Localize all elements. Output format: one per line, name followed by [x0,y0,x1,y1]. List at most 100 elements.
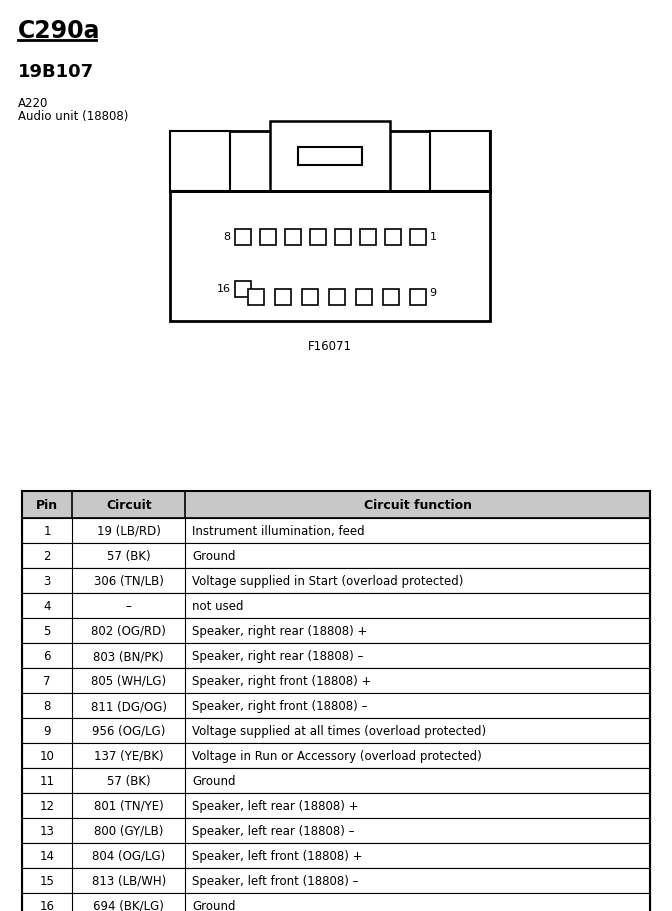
Text: 12: 12 [40,799,54,812]
Text: Circuit: Circuit [106,498,152,511]
Text: 804 (OG/LG): 804 (OG/LG) [92,849,165,862]
Bar [22,893,650,911]
Bar [360,230,376,245]
Text: 4: 4 [44,599,51,612]
Text: 14: 14 [40,849,54,862]
Bar [409,230,425,245]
Bar [22,768,650,793]
Text: Speaker, left front (18808) –: Speaker, left front (18808) – [192,874,359,887]
Text: 306 (TN/LB): 306 (TN/LB) [94,574,164,588]
Text: 802 (OG/RD): 802 (OG/RD) [91,624,166,638]
Text: Ground: Ground [192,774,236,787]
Bar [310,230,325,245]
Text: 16: 16 [216,284,230,294]
Bar [170,192,490,322]
Text: 8: 8 [44,700,51,712]
Bar [302,289,317,305]
Bar [284,230,300,245]
Text: C290a: C290a [18,19,101,43]
Bar [22,818,650,843]
Text: Speaker, left rear (18808) –: Speaker, left rear (18808) – [192,824,355,837]
Bar [259,230,276,245]
Text: 803 (BN/PK): 803 (BN/PK) [93,650,164,662]
Text: 800 (GY/LB): 800 (GY/LB) [94,824,163,837]
Text: F16071: F16071 [308,340,352,353]
Text: Speaker, right rear (18808) +: Speaker, right rear (18808) + [192,624,368,638]
Bar [298,148,362,166]
Bar [22,619,650,643]
Text: 813 (LB/WH): 813 (LB/WH) [91,874,166,887]
Text: 137 (YE/BK): 137 (YE/BK) [94,749,163,763]
Text: Ground: Ground [192,899,236,911]
Bar [329,289,345,305]
Bar [22,543,650,568]
Text: 19B107: 19B107 [18,63,94,81]
Text: Voltage supplied in Start (overload protected): Voltage supplied in Start (overload prot… [192,574,464,588]
Text: 8: 8 [223,232,230,242]
Bar [335,230,351,245]
Text: 2: 2 [44,549,51,562]
Bar [22,793,650,818]
Text: 9: 9 [429,288,437,298]
Text: not used: not used [192,599,244,612]
Bar [22,491,650,911]
Text: 15: 15 [40,874,54,887]
Bar [430,132,490,192]
Text: Audio unit (18808): Audio unit (18808) [18,110,128,123]
Text: 5: 5 [44,624,51,638]
Text: Voltage in Run or Accessory (overload protected): Voltage in Run or Accessory (overload pr… [192,749,482,763]
Text: A220: A220 [18,97,48,110]
Bar [22,491,650,518]
Bar [247,289,263,305]
Bar [170,132,230,192]
Text: 57 (BK): 57 (BK) [107,774,151,787]
Bar [22,868,650,893]
Text: 956 (OG/LG): 956 (OG/LG) [92,724,165,737]
Text: Speaker, right rear (18808) –: Speaker, right rear (18808) – [192,650,364,662]
Bar [382,289,398,305]
Bar [384,230,401,245]
Text: Circuit function: Circuit function [364,498,472,511]
Text: 1: 1 [44,525,51,537]
Text: Speaker, right front (18808) +: Speaker, right front (18808) + [192,674,372,687]
Text: Speaker, left front (18808) +: Speaker, left front (18808) + [192,849,363,862]
Bar [22,693,650,718]
Text: –: – [126,599,132,612]
Text: 811 (DG/OG): 811 (DG/OG) [91,700,167,712]
Text: Ground: Ground [192,549,236,562]
Bar [409,289,425,305]
Text: Voltage supplied at all times (overload protected): Voltage supplied at all times (overload … [192,724,487,737]
Text: 7: 7 [44,674,51,687]
Text: Speaker, right front (18808) –: Speaker, right front (18808) – [192,700,368,712]
Bar [170,132,490,192]
Bar [22,669,650,693]
Text: 10: 10 [40,749,54,763]
Bar [355,289,372,305]
Bar [270,122,390,192]
Bar [22,568,650,593]
Bar [235,281,251,297]
Text: 3: 3 [44,574,51,588]
Bar [22,593,650,619]
Text: 19 (LB/RD): 19 (LB/RD) [97,525,161,537]
Text: 11: 11 [40,774,54,787]
Text: 6: 6 [44,650,51,662]
Text: 16: 16 [40,899,54,911]
Text: 57 (BK): 57 (BK) [107,549,151,562]
Text: 801 (TN/YE): 801 (TN/YE) [94,799,164,812]
Bar [22,518,650,543]
Bar [22,743,650,768]
Text: 694 (BK/LG): 694 (BK/LG) [93,899,164,911]
Bar [235,230,251,245]
Text: 805 (WH/LG): 805 (WH/LG) [91,674,167,687]
Text: 9: 9 [44,724,51,737]
Text: 13: 13 [40,824,54,837]
Text: Pin: Pin [36,498,58,511]
Bar [22,718,650,743]
Bar [22,843,650,868]
Bar [22,643,650,669]
Text: Instrument illumination, feed: Instrument illumination, feed [192,525,365,537]
Text: Speaker, left rear (18808) +: Speaker, left rear (18808) + [192,799,359,812]
Text: 1: 1 [429,232,437,242]
Bar [274,289,290,305]
